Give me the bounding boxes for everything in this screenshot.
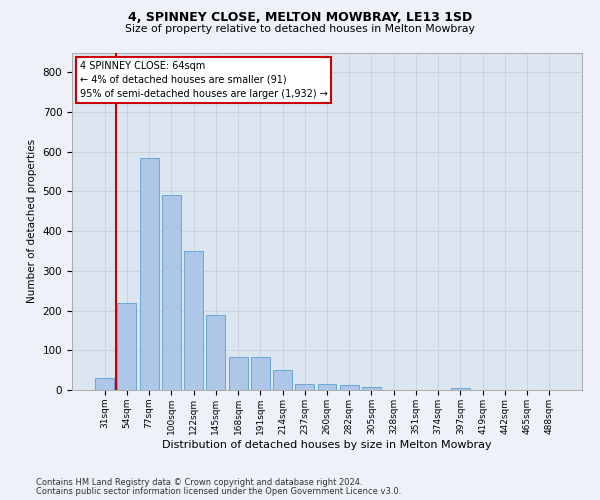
Text: Size of property relative to detached houses in Melton Mowbray: Size of property relative to detached ho… bbox=[125, 24, 475, 34]
Bar bbox=[295, 384, 314, 390]
Bar bbox=[317, 384, 337, 390]
Bar bbox=[340, 385, 359, 390]
Bar bbox=[251, 357, 270, 390]
Bar bbox=[118, 302, 136, 390]
Y-axis label: Number of detached properties: Number of detached properties bbox=[27, 139, 37, 304]
Bar bbox=[451, 388, 470, 390]
Bar bbox=[273, 370, 292, 390]
Text: 4, SPINNEY CLOSE, MELTON MOWBRAY, LE13 1SD: 4, SPINNEY CLOSE, MELTON MOWBRAY, LE13 1… bbox=[128, 11, 472, 24]
Bar bbox=[229, 357, 248, 390]
Text: Contains HM Land Registry data © Crown copyright and database right 2024.: Contains HM Land Registry data © Crown c… bbox=[36, 478, 362, 487]
Bar bbox=[184, 251, 203, 390]
Text: Contains public sector information licensed under the Open Government Licence v3: Contains public sector information licen… bbox=[36, 487, 401, 496]
Bar bbox=[140, 158, 158, 390]
Bar bbox=[162, 196, 181, 390]
Text: 4 SPINNEY CLOSE: 64sqm
← 4% of detached houses are smaller (91)
95% of semi-deta: 4 SPINNEY CLOSE: 64sqm ← 4% of detached … bbox=[80, 61, 328, 99]
Bar bbox=[206, 314, 225, 390]
Bar bbox=[95, 378, 114, 390]
X-axis label: Distribution of detached houses by size in Melton Mowbray: Distribution of detached houses by size … bbox=[162, 440, 492, 450]
Bar bbox=[362, 387, 381, 390]
